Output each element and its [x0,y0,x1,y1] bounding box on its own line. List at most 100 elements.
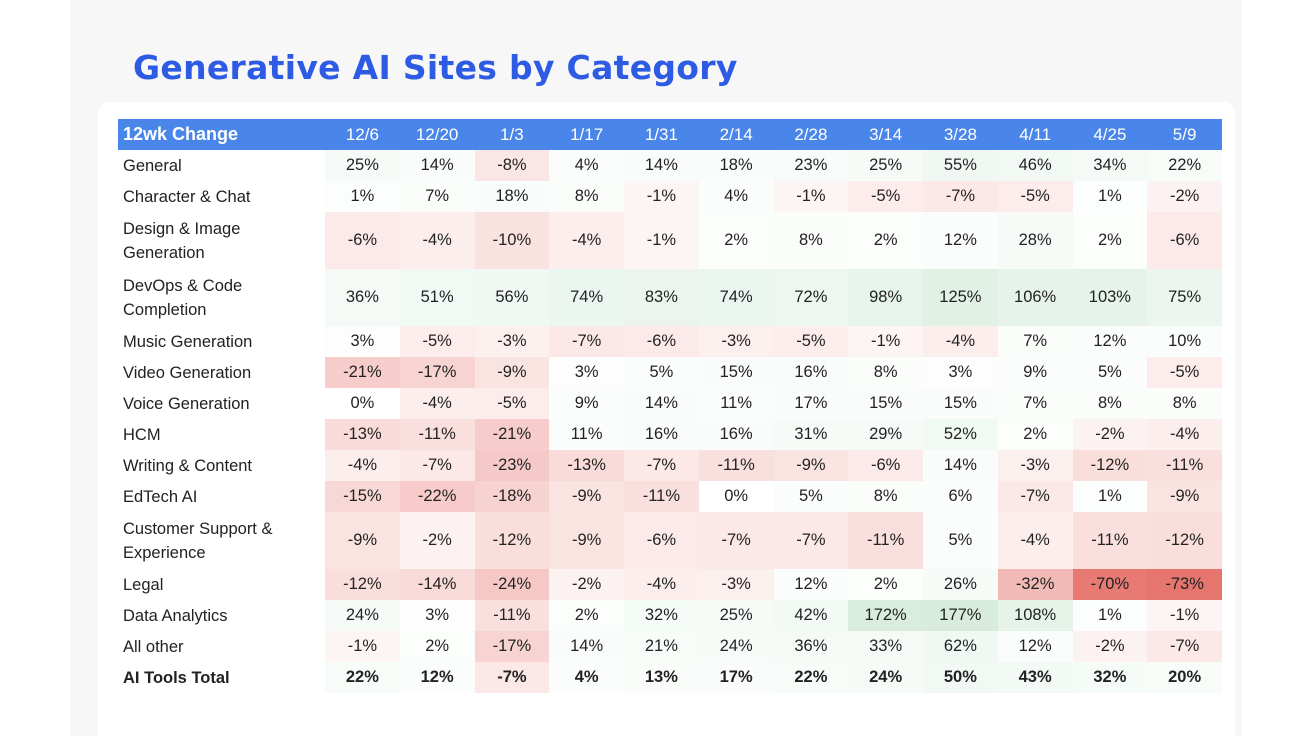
value-cell: 15% [848,388,923,419]
value-cell: -6% [325,212,400,269]
value-cell: 98% [848,269,923,326]
value-cell: -9% [325,512,400,569]
value-cell: -21% [325,357,400,388]
value-cell: 75% [1147,269,1222,326]
row-label: DevOps & Code Completion [123,276,243,319]
row-label: General [123,156,182,175]
value-cell: -4% [399,388,475,419]
value-cell: -23% [474,450,550,481]
value-cell: 1% [1072,600,1148,631]
value-cell: 2% [848,569,923,600]
value-cell: 23% [773,150,849,181]
value-cell: 0% [325,388,400,419]
value-cell: 1% [1072,481,1148,512]
value-cell: 18% [698,150,774,181]
value-cell: 8% [1072,388,1148,419]
value-cell: 125% [923,269,998,326]
column-header: 4/25 [1072,119,1148,150]
value-cell: -5% [773,326,849,357]
value-cell: 1% [1072,181,1148,212]
row-label: All other [123,637,184,656]
value-cell: 8% [549,181,624,212]
table-row: HCM -13% -11% -21% 11% 16% 16% 31% 29% 52% 2% -2% -4… [118,419,1222,450]
value-cell: -2% [1072,419,1148,450]
value-cell: 8% [848,357,923,388]
table-row: Voice Generation 0% -4% -5% 9% 14% 11% 17% 15% 15… [118,388,1222,419]
value-cell: -11% [698,450,774,481]
value-cell: -1% [1147,600,1222,631]
value-cell: 83% [624,269,699,326]
row-label: Legal [123,575,164,594]
value-cell: -17% [399,357,475,388]
value-cell: 5% [923,512,998,569]
value-cell: -7% [923,181,998,212]
value-cell: -12% [325,569,400,600]
value-cell: -3% [997,450,1073,481]
column-header: 1/17 [549,119,624,150]
value-cell: -7% [474,662,550,693]
value-cell: -7% [624,450,699,481]
value-cell: 172% [848,600,923,631]
value-cell: 3% [923,357,998,388]
value-cell: -13% [325,419,400,450]
value-cell: -9% [549,512,624,569]
table-row: Customer Support & Experience -9% -2% -12% -… [118,512,1222,569]
value-cell: 7% [399,181,475,212]
value-cell: -11% [474,600,550,631]
value-cell: -6% [848,450,923,481]
column-header: 12/6 [325,119,400,150]
table-row: Music Generation 3% -5% -3% -7% -6% -3% -5% -1% -… [118,326,1222,357]
row-label: Customer Support & Experience [123,519,273,562]
value-cell: 17% [698,662,774,693]
value-cell: 14% [624,150,699,181]
value-cell: -32% [997,569,1073,600]
value-cell: -5% [848,181,923,212]
value-cell: -12% [1072,450,1148,481]
value-cell: -7% [399,450,475,481]
table-row: EdTech AI -15% -22% -18% -9% -11% 0% 5% 8% 6% -7% 1… [118,481,1222,512]
value-cell: -10% [474,212,550,269]
value-cell: 20% [1147,662,1222,693]
value-cell: -4% [997,512,1073,569]
column-header: 1/31 [624,119,699,150]
value-cell: 42% [773,600,849,631]
value-cell: 7% [997,388,1073,419]
value-cell: 18% [474,181,550,212]
value-cell: -4% [624,569,699,600]
value-cell: 32% [1072,662,1148,693]
value-cell: -11% [848,512,923,569]
column-header: 5/9 [1147,119,1222,150]
value-cell: 56% [474,269,550,326]
value-cell: -1% [624,212,699,269]
row-label: Video Generation [123,363,252,382]
value-cell: 24% [698,631,774,662]
value-cell: 177% [923,600,998,631]
table-row: DevOps & Code Completion 36% 51% 56% 74% 83% 7… [118,269,1222,326]
value-cell: 22% [773,662,849,693]
table-row: Writing & Content -4% -7% -23% -13% -7% -11% -9… [118,450,1222,481]
value-cell: -7% [997,481,1073,512]
value-cell: 4% [698,181,774,212]
row-label: Design & Image Generation [123,219,241,262]
value-cell: 11% [549,419,624,450]
value-cell: 25% [325,150,400,181]
value-cell: 3% [549,357,624,388]
value-cell: 8% [773,212,849,269]
value-cell: 9% [549,388,624,419]
value-cell: -1% [848,326,923,357]
value-cell: 50% [923,662,998,693]
value-cell: 106% [997,269,1073,326]
value-cell: 36% [325,269,400,326]
value-cell: -12% [1147,512,1222,569]
value-cell: 16% [773,357,849,388]
value-cell: 12% [399,662,475,693]
column-header: 3/28 [923,119,998,150]
value-cell: -15% [325,481,400,512]
value-cell: 24% [848,662,923,693]
table-row: Design & Image Generation -6% -4% -10% -4% -1… [118,212,1222,269]
value-cell: 12% [773,569,849,600]
value-cell: 1% [325,181,400,212]
value-cell: 11% [698,388,774,419]
value-cell: 26% [923,569,998,600]
value-cell: -9% [474,357,550,388]
